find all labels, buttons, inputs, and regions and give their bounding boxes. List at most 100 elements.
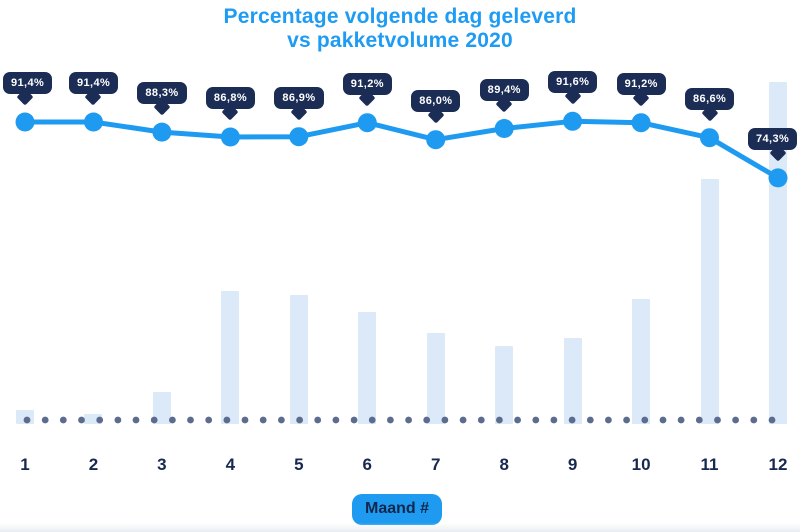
month-tick-label: 12	[768, 455, 788, 474]
baseline-dot	[768, 416, 776, 424]
baseline-dot	[387, 416, 394, 424]
volume-bar	[358, 312, 377, 424]
month-tick-label: 5	[294, 455, 304, 474]
month-tick-label: 10	[631, 455, 651, 474]
volume-bar	[700, 179, 719, 424]
data-point	[494, 119, 514, 138]
month-tick-label: 9	[567, 455, 578, 474]
baseline-dot	[695, 416, 703, 424]
month-tick-label: 4	[225, 455, 236, 474]
chart-title-line1: Percentage volgende dag geleverd	[223, 5, 577, 28]
baseline-dot	[623, 416, 630, 424]
baseline-dot	[114, 416, 122, 424]
baseline-dot	[405, 416, 412, 424]
baseline-dot	[314, 416, 322, 424]
baseline-dot	[41, 416, 49, 424]
x-axis-title-badge: Maand #	[351, 494, 443, 525]
baseline-dot	[332, 416, 340, 424]
value-tooltip: 86,0%	[411, 89, 461, 112]
baseline-dot	[441, 416, 449, 424]
value-tooltip: 86,8%	[205, 87, 256, 110]
month-tick-label: 1	[20, 455, 30, 474]
month-tick-label: 7	[430, 455, 441, 474]
data-point	[768, 168, 788, 188]
baseline-dot	[169, 416, 176, 424]
baseline-dot	[732, 416, 739, 424]
baseline-dot	[477, 416, 485, 424]
data-point	[15, 112, 35, 132]
baseline-dot	[241, 416, 249, 424]
data-point	[563, 111, 583, 131]
data-point	[426, 130, 446, 150]
baseline-dot	[223, 416, 231, 424]
baseline-dot	[677, 416, 685, 424]
baseline-dot	[750, 416, 758, 424]
baseline-dot	[205, 416, 213, 424]
volume-bar	[221, 291, 240, 424]
value-tooltip: 86,9%	[274, 86, 324, 109]
baseline-dot	[259, 416, 267, 424]
data-point	[152, 122, 172, 142]
baseline-dot	[423, 416, 431, 424]
baseline-dot	[714, 416, 721, 424]
x-axis-title: Maand #	[364, 500, 430, 517]
value-tooltip: 88,3%	[137, 82, 187, 105]
month-tick-label: 8	[499, 455, 509, 474]
value-tooltip: 91,4%	[68, 72, 119, 94]
percentage-line	[22, 118, 781, 181]
baseline-dot	[532, 416, 540, 424]
baseline-dot	[296, 416, 303, 424]
baseline-dot	[96, 416, 104, 424]
data-point	[84, 112, 103, 132]
baseline-dot	[586, 416, 594, 424]
month-tick-label: 3	[157, 455, 167, 474]
data-point	[357, 113, 377, 133]
value-tooltip: 89,4%	[479, 78, 529, 101]
volume-bar	[426, 333, 445, 424]
baseline-dot	[568, 416, 576, 424]
dotted-baseline	[23, 416, 776, 424]
baseline-dot	[496, 416, 503, 424]
baseline-dot	[550, 416, 558, 424]
volume-bar	[84, 414, 103, 424]
volume-bar	[495, 346, 514, 424]
data-point	[289, 127, 309, 147]
baseline-dot	[187, 416, 194, 424]
baseline-dot	[641, 416, 649, 424]
chart-title: Percentage volgende dag geleverd vs pakk…	[0, 5, 800, 53]
value-tooltip: 86,6%	[685, 87, 735, 110]
baseline-dot	[78, 416, 85, 424]
value-tooltip: 91,2%	[342, 72, 392, 95]
volume-bar	[632, 299, 651, 424]
baseline-dot	[605, 416, 612, 424]
value-tooltip: 91,2%	[616, 72, 666, 95]
value-tooltip: 91,6%	[548, 71, 598, 94]
volume-bar	[563, 338, 582, 424]
baseline-dot	[132, 416, 140, 424]
month-tick-label: 11	[700, 455, 719, 474]
baseline-dot	[350, 416, 358, 424]
volume-bar	[152, 392, 171, 424]
baseline-dot	[59, 416, 67, 424]
value-tooltip: 74,3%	[748, 127, 798, 150]
data-point	[631, 113, 651, 133]
baseline-dot	[150, 416, 158, 424]
chart-title-line2: vs pakketvolume 2020	[287, 29, 513, 52]
baseline-dot	[459, 416, 467, 424]
data-point	[700, 128, 719, 148]
data-point	[220, 127, 240, 147]
month-tick-label: 6	[362, 455, 372, 474]
baseline-dot	[514, 416, 521, 424]
baseline-dot	[278, 416, 285, 424]
month-tick-label: 2	[88, 455, 99, 474]
volume-bar	[289, 295, 308, 424]
baseline-dot	[659, 416, 667, 424]
value-tooltip: 91,4%	[3, 72, 53, 94]
baseline-dot	[368, 416, 376, 424]
baseline-dot	[23, 416, 31, 424]
